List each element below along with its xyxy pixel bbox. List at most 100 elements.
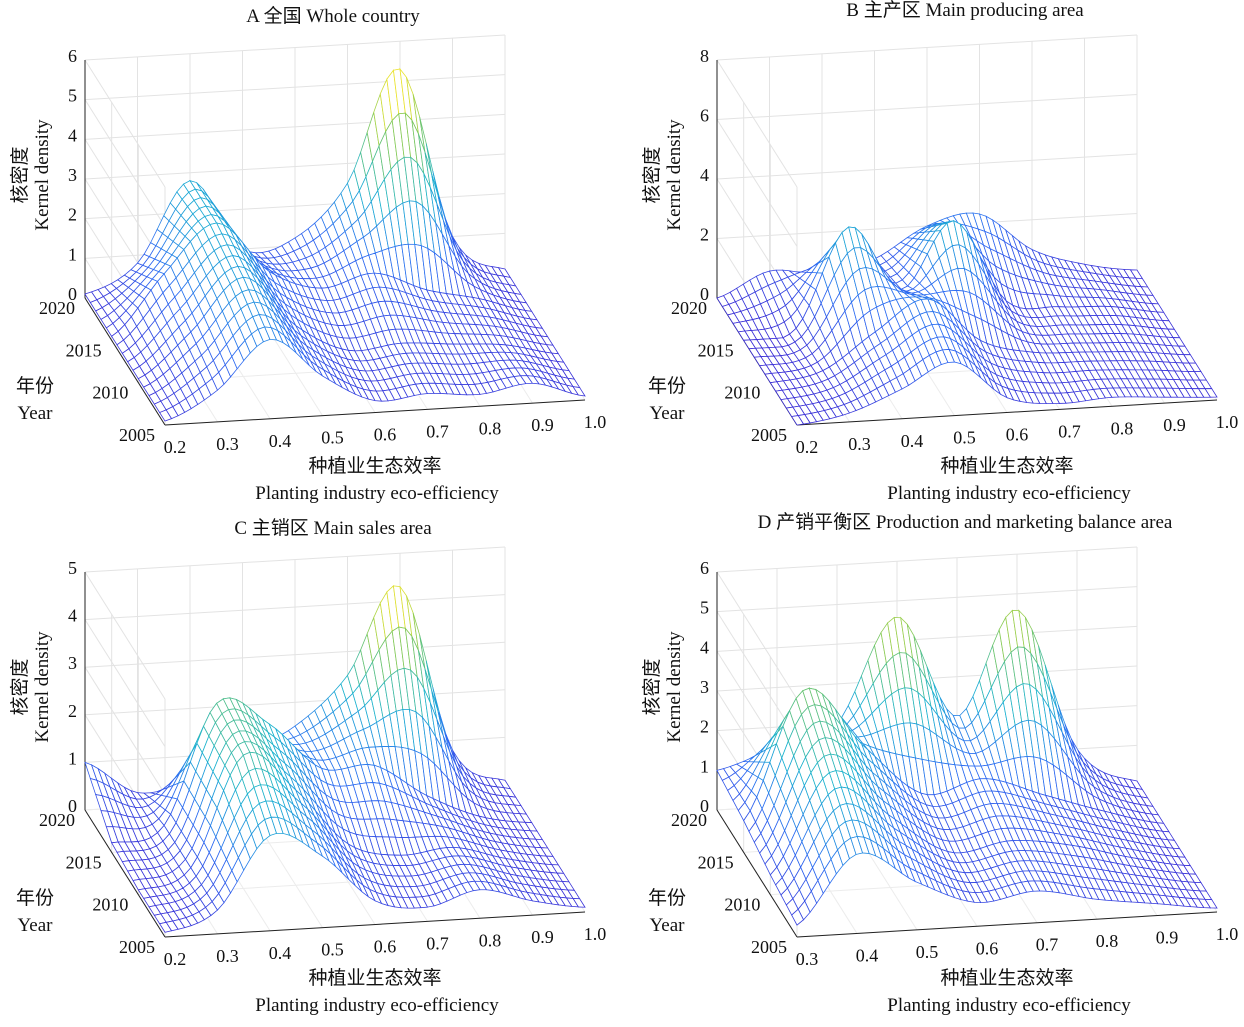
- gridline: [84, 99, 166, 227]
- z-axis-label-en: Kernel density: [32, 119, 53, 231]
- chart-title: B 主产区 Main producing area: [846, 0, 1084, 21]
- panel-d: D 产销平衡区 Production and marketing balance…: [632, 511, 1244, 1022]
- z-tick-label: 1: [700, 756, 709, 776]
- x-tick-label: 0.8: [479, 930, 502, 950]
- z-axis-label-cn: 核密度: [641, 658, 663, 715]
- surface: [716, 609, 1218, 926]
- surface-cell: [1204, 898, 1218, 909]
- x-tick-label: 0.2: [164, 949, 187, 969]
- x-tick-label: 1.0: [584, 412, 607, 432]
- x-axis: [796, 911, 1218, 938]
- surface-chart-a: A 全国 Whole country 0 1 2 3 4 5 6 0.2 0.3 0.4 0.5 0.6…: [9, 5, 607, 504]
- gridline: [716, 546, 1138, 573]
- z-tick-label: 0: [68, 284, 77, 304]
- z-axis-label-en: Kernel density: [664, 631, 685, 743]
- year-tick-label: 2015: [66, 340, 102, 360]
- year-tick-label: 2020: [671, 298, 707, 318]
- z-tick-label: 6: [700, 106, 709, 126]
- year-axis-label-en: Year: [649, 915, 685, 936]
- x-tick-label: 0.9: [531, 415, 554, 435]
- x-tick-label: 0.4: [856, 945, 879, 965]
- x-axis: [796, 399, 1218, 426]
- z-tick-label: 2: [700, 225, 709, 245]
- z-tick-label: 0: [68, 796, 77, 816]
- z-tick-label: 0: [700, 796, 709, 816]
- surface-chart-d: D 产销平衡区 Production and marketing balance…: [641, 511, 1238, 1016]
- z-tick-label: 6: [700, 558, 709, 578]
- surface: [84, 585, 586, 933]
- x-tick-label: 0.8: [1096, 931, 1119, 951]
- x-tick-label: 1.0: [1216, 412, 1239, 432]
- gridline: [84, 619, 166, 747]
- x-axis-label-cn: 种植业生态效率: [940, 967, 1073, 989]
- z-tick-label: 4: [700, 165, 709, 185]
- year-axis-label-en: Year: [17, 403, 53, 424]
- z-tick-label: 5: [68, 558, 77, 578]
- gridline: [84, 666, 166, 795]
- x-tick-label: 1.0: [584, 924, 607, 944]
- x-axis: [164, 399, 586, 426]
- x-tick-label: 0.2: [796, 437, 819, 457]
- z-axis-label-en: Kernel density: [664, 119, 685, 231]
- z-tick-label: 8: [700, 46, 709, 66]
- x-tick-label: 0.5: [321, 940, 344, 960]
- surface: [716, 212, 1218, 426]
- z-tick-label: 3: [68, 653, 77, 673]
- year-axis-label-cn: 年份: [16, 375, 54, 397]
- x-tick-label: 0.3: [848, 434, 871, 454]
- x-tick-label: 0.7: [426, 933, 449, 953]
- z-axis-label-cn: 核密度: [9, 146, 31, 203]
- year-tick-label: 2005: [119, 937, 155, 957]
- surface-cell: [572, 386, 586, 397]
- year-tick-label: 2015: [66, 852, 102, 872]
- year-tick-label: 2020: [671, 810, 707, 830]
- x-axis-label-cn: 种植业生态效率: [308, 455, 441, 477]
- z-tick-label: 4: [68, 606, 77, 626]
- x-tick-label: 0.8: [1111, 418, 1134, 438]
- x-tick-label: 0.3: [216, 434, 239, 454]
- x-axis-label-en: Planting industry eco-efficiency: [887, 483, 1131, 504]
- surface-cell: [572, 898, 586, 908]
- x-tick-label: 0.5: [953, 428, 976, 448]
- year-axis-label-cn: 年份: [648, 375, 686, 397]
- gridline: [716, 586, 1138, 613]
- surface-chart-b: B 主产区 Main producing area 0 2 4 6 8 0.2 0.3 0.4 0…: [641, 0, 1239, 504]
- year-tick-label: 2015: [698, 340, 734, 360]
- x-tick-label: 0.4: [269, 943, 292, 963]
- chart-title: A 全国 Whole country: [246, 5, 420, 27]
- year-axis-label-cn: 年份: [16, 887, 54, 909]
- gridline: [716, 571, 798, 700]
- x-tick-label: 0.9: [1163, 415, 1186, 435]
- x-axis: [164, 911, 586, 938]
- x-tick-label: 0.6: [374, 425, 397, 445]
- x-axis-label-en: Planting industry eco-efficiency: [255, 483, 499, 504]
- year-tick-label: 2010: [724, 895, 760, 915]
- year-tick-label: 2005: [751, 937, 787, 957]
- year-axis-label-en: Year: [17, 915, 53, 936]
- year-tick-label: 2015: [698, 852, 734, 872]
- z-tick-label: 2: [68, 701, 77, 721]
- z-tick-label: 3: [68, 165, 77, 185]
- x-tick-label: 0.9: [1156, 928, 1179, 948]
- surface: [84, 67, 586, 422]
- x-tick-label: 0.5: [916, 942, 939, 962]
- x-tick-label: 0.3: [796, 949, 819, 969]
- year-tick-label: 2010: [724, 383, 760, 403]
- gridline: [716, 625, 1138, 652]
- year-tick-label: 2020: [39, 810, 75, 830]
- x-tick-label: 0.4: [269, 431, 292, 451]
- chart-title: C 主销区 Main sales area: [234, 517, 432, 539]
- z-tick-label: 5: [68, 86, 77, 106]
- x-tick-label: 0.8: [479, 418, 502, 438]
- x-tick-label: 0.3: [216, 946, 239, 966]
- z-axis-label-en: Kernel density: [32, 631, 53, 743]
- z-tick-label: 6: [68, 46, 77, 66]
- year-tick-label: 2020: [39, 298, 75, 318]
- x-tick-label: 0.2: [164, 437, 187, 457]
- x-axis-label-cn: 种植业生态效率: [308, 967, 441, 989]
- x-tick-label: 0.6: [976, 938, 999, 958]
- x-axis-label-en: Planting industry eco-efficiency: [255, 995, 499, 1016]
- year-axis: [84, 297, 166, 426]
- x-tick-label: 0.4: [901, 431, 924, 451]
- x-tick-label: 0.6: [374, 937, 397, 957]
